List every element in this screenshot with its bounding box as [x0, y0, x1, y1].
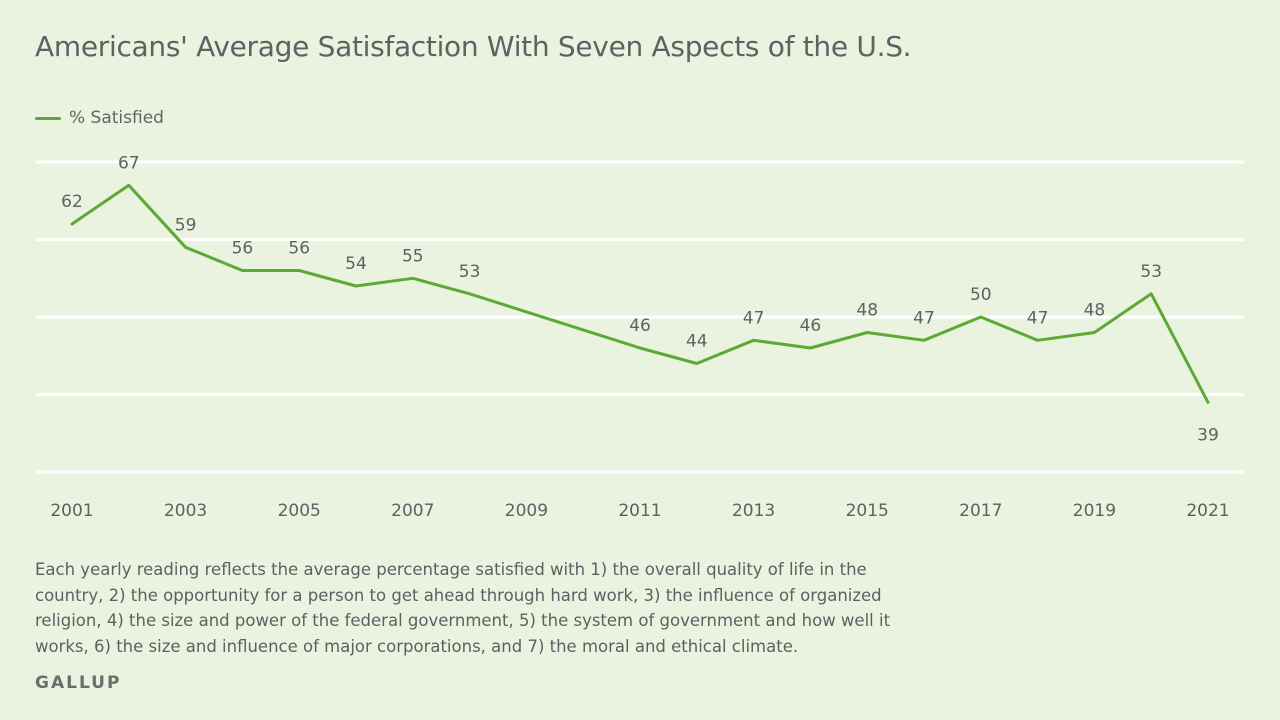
line-chart: 62 67 59 56 56 54 55 53 46 44 47 46 48 47 50 47 48 53 39 2…: [36, 153, 1244, 521]
x-tick-label: 2019: [1073, 501, 1116, 521]
legend-label: % Satisfied: [69, 108, 164, 128]
x-axis-tick-labels: 2001 2003 2005 2007 2009 2011 2013 2015 2017 2019…: [50, 501, 1229, 521]
data-label: 39: [1197, 425, 1219, 445]
data-label: 56: [232, 239, 254, 259]
gridlines: [36, 160, 1244, 474]
legend: % Satisfied: [35, 108, 164, 128]
data-label: 47: [743, 308, 765, 328]
data-label: 46: [629, 316, 651, 336]
data-label: 48: [1084, 301, 1106, 321]
data-label: 53: [459, 262, 481, 282]
x-tick-label: 2017: [959, 501, 1002, 521]
data-label: 47: [1027, 308, 1049, 328]
series-lines: [70, 183, 1210, 404]
gallup-logo-text: GALLUP: [35, 673, 122, 693]
data-label: 67: [118, 153, 140, 173]
x-tick-label: 2009: [505, 501, 548, 521]
data-label: 55: [402, 246, 424, 266]
data-labels: 62 67 59 56 56 54 55 53 46 44 47 46 48 47 50 47 48 53 39: [61, 153, 1219, 445]
x-tick-label: 2007: [391, 501, 434, 521]
data-label: 50: [970, 285, 992, 305]
data-label: 46: [800, 316, 822, 336]
data-label: 62: [61, 192, 83, 212]
x-tick-label: 2005: [278, 501, 321, 521]
footnote: Each yearly reading reflects the average…: [35, 560, 891, 656]
x-tick-label: 2011: [618, 501, 661, 521]
data-label: 47: [913, 308, 935, 328]
x-tick-label: 2001: [50, 501, 93, 521]
x-tick-label: 2003: [164, 501, 207, 521]
data-label: 44: [686, 332, 708, 352]
series-line-satisfied: [70, 183, 1210, 404]
legend-line-swatch: [35, 116, 61, 120]
chart-title: Americans' Average Satisfaction With Sev…: [35, 30, 912, 63]
data-label: 53: [1140, 262, 1162, 282]
data-label: 54: [345, 254, 367, 274]
x-tick-label: 2015: [846, 501, 889, 521]
x-tick-label: 2013: [732, 501, 775, 521]
data-label: 59: [175, 215, 197, 235]
data-label: 48: [856, 301, 878, 321]
x-tick-label: 2021: [1186, 501, 1229, 521]
data-label: 56: [288, 239, 310, 259]
